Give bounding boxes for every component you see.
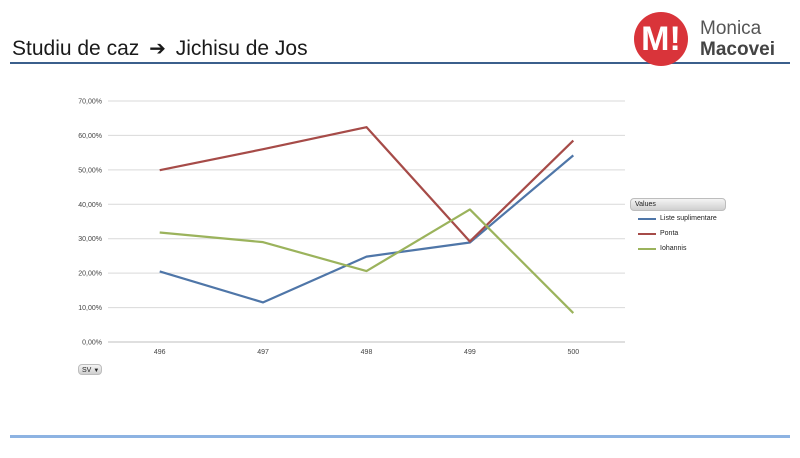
y-tick-label: 0,00%: [82, 340, 102, 347]
field-button-label: SV: [82, 367, 92, 374]
dropdown-arrow-icon: ▼: [93, 368, 100, 374]
slide-title: Studiu de caz ➔ Jichisu de Jos: [12, 36, 308, 61]
y-tick-label: 10,00%: [78, 305, 102, 312]
legend-item: Iohannis: [638, 241, 730, 256]
logo-name-last: Macovei: [700, 39, 775, 60]
series-line: [159, 154, 575, 304]
title-divider: [10, 62, 790, 64]
y-tick-label: 60,00%: [78, 133, 102, 140]
logo-name-first: Monica: [700, 18, 762, 39]
sv-field-button[interactable]: SV ▼: [78, 364, 102, 375]
arrow-right-icon: ➔: [149, 38, 166, 60]
x-tick-label: 496: [154, 349, 166, 356]
x-tick-label: 499: [464, 349, 476, 356]
y-tick-label: 20,00%: [78, 271, 102, 278]
legend-swatch: [638, 232, 656, 235]
chart-legend: Values Liste suplimentare Ponta Iohannis: [630, 198, 730, 256]
x-tick-label: 498: [361, 349, 373, 356]
legend-swatch: [638, 217, 656, 220]
title-part2: Jichisu de Jos: [175, 37, 308, 60]
y-tick-label: 70,00%: [78, 99, 102, 106]
legend-label: Liste suplimentare: [660, 215, 717, 222]
legend-label: Iohannis: [660, 245, 687, 252]
legend-swatch: [638, 247, 656, 250]
legend-item: Liste suplimentare: [638, 211, 730, 226]
series-line: [159, 208, 575, 314]
bottom-divider: [10, 435, 790, 438]
y-tick-label: 50,00%: [78, 167, 102, 174]
logo: M! Monica Macovei: [634, 12, 794, 68]
legend-title[interactable]: Values: [630, 198, 726, 211]
legend-label: Ponta: [660, 230, 679, 237]
y-tick-label: 30,00%: [78, 236, 102, 243]
x-tick-label: 500: [567, 349, 579, 356]
title-part1: Studiu de caz: [12, 37, 140, 60]
logo-mark: M!: [634, 12, 688, 66]
x-tick-label: 497: [257, 349, 269, 356]
y-tick-label: 40,00%: [78, 202, 102, 209]
series-line: [159, 126, 575, 243]
legend-item: Ponta: [638, 226, 730, 241]
